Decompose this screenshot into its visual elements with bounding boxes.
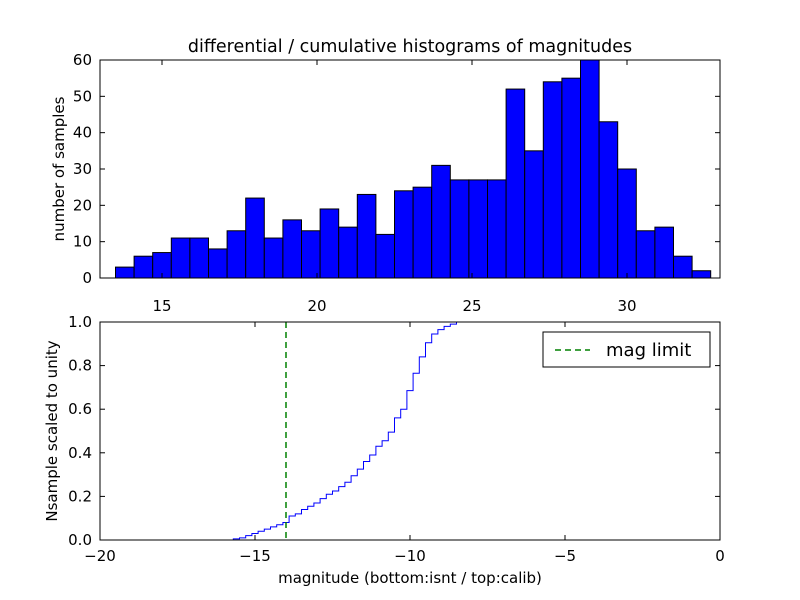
top-y-tick-label: 10 [73, 233, 92, 251]
bottom-x-tick-label: −15 [239, 547, 271, 565]
bottom-y-tick-label: 0.0 [68, 531, 92, 549]
bottom-y-axis-label: Nsample scaled to unity [43, 340, 61, 521]
histogram-bar [524, 150, 544, 279]
histogram-bar [338, 226, 358, 279]
histogram-bar [133, 255, 154, 279]
bottom-y-tick-label: 1.0 [68, 313, 92, 331]
histogram-bar [431, 164, 451, 279]
histogram-bar [449, 179, 470, 279]
top-y-tick-label: 60 [73, 51, 92, 69]
bottom-axis-ticks: −20 −15 −10 −5 0 0.0 0.2 0.4 0.6 0.8 1.0 [68, 313, 725, 565]
histogram-bar [189, 237, 209, 279]
bottom-x-tick-label: 0 [715, 547, 725, 565]
bottom-y-tick-label: 0.6 [68, 400, 92, 418]
histogram-bar [375, 233, 395, 279]
top-y-tick-label: 20 [73, 196, 92, 214]
histogram-bars [115, 59, 712, 279]
histogram-bar [487, 179, 507, 279]
bottom-y-tick-label: 0.8 [68, 357, 92, 375]
top-x-tick-label: 30 [617, 297, 636, 315]
histogram-bar [468, 179, 488, 279]
histogram-bar [208, 248, 228, 279]
differential-histogram: differential / cumulative histograms of … [50, 37, 721, 315]
top-axis-ticks: 15 20 25 30 0 10 20 30 40 50 60 [73, 51, 720, 315]
cumulative-step-line [100, 321, 720, 541]
top-x-tick-label: 15 [152, 297, 171, 315]
top-x-tick-label: 20 [307, 297, 326, 315]
top-y-tick-label: 40 [73, 124, 92, 142]
top-y-tick-label: 50 [73, 87, 92, 105]
histogram-bar [245, 197, 265, 279]
histogram-bar [115, 266, 135, 279]
bottom-x-axis-label: magnitude (bottom:isnt / top:calib) [278, 569, 542, 587]
histogram-bar [691, 270, 712, 279]
chart-title: differential / cumulative histograms of … [188, 37, 632, 57]
histogram-bar [617, 168, 637, 279]
histogram-bar [673, 255, 693, 279]
top-y-tick-label: 0 [82, 269, 92, 287]
histogram-bar [170, 237, 191, 279]
histogram-bar [301, 230, 321, 279]
histogram-bar [226, 230, 247, 279]
top-x-tick-label: 25 [462, 297, 481, 315]
top-y-axis-label: number of samples [50, 96, 68, 241]
histogram-bar [356, 193, 377, 279]
bottom-y-tick-label: 0.4 [68, 444, 92, 462]
legend-mag-limit-label: mag limit [606, 340, 691, 361]
histogram-bar [580, 59, 600, 279]
bottom-y-tick-label: 0.2 [68, 487, 92, 505]
histogram-bar [282, 219, 302, 279]
cumulative-histogram: −20 −15 −10 −5 0 0.0 0.2 0.4 0.6 0.8 1.0 magnitude… [43, 313, 725, 587]
histogram-bar [654, 226, 675, 279]
histogram-bar [635, 230, 656, 279]
histogram-bar [394, 190, 414, 279]
top-y-tick-label: 30 [73, 160, 92, 178]
histogram-bar [505, 88, 526, 279]
histogram-bar [319, 208, 340, 279]
histogram-bar [412, 186, 433, 279]
histogram-bar [561, 77, 582, 279]
bottom-x-tick-label: −10 [394, 547, 426, 565]
legend: mag limit [542, 331, 711, 368]
histogram-bar [542, 81, 563, 279]
bottom-x-tick-label: −20 [84, 547, 116, 565]
histogram-bar [598, 121, 619, 279]
bottom-x-tick-label: −5 [554, 547, 576, 565]
histogram-bar [263, 237, 284, 279]
